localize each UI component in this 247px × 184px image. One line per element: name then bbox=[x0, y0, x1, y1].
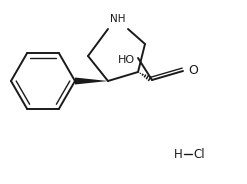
Text: Cl: Cl bbox=[193, 148, 205, 160]
Text: HO: HO bbox=[118, 55, 135, 65]
Polygon shape bbox=[75, 77, 108, 84]
Text: H: H bbox=[174, 148, 183, 160]
Text: O: O bbox=[188, 65, 198, 77]
Text: NH: NH bbox=[110, 14, 126, 24]
